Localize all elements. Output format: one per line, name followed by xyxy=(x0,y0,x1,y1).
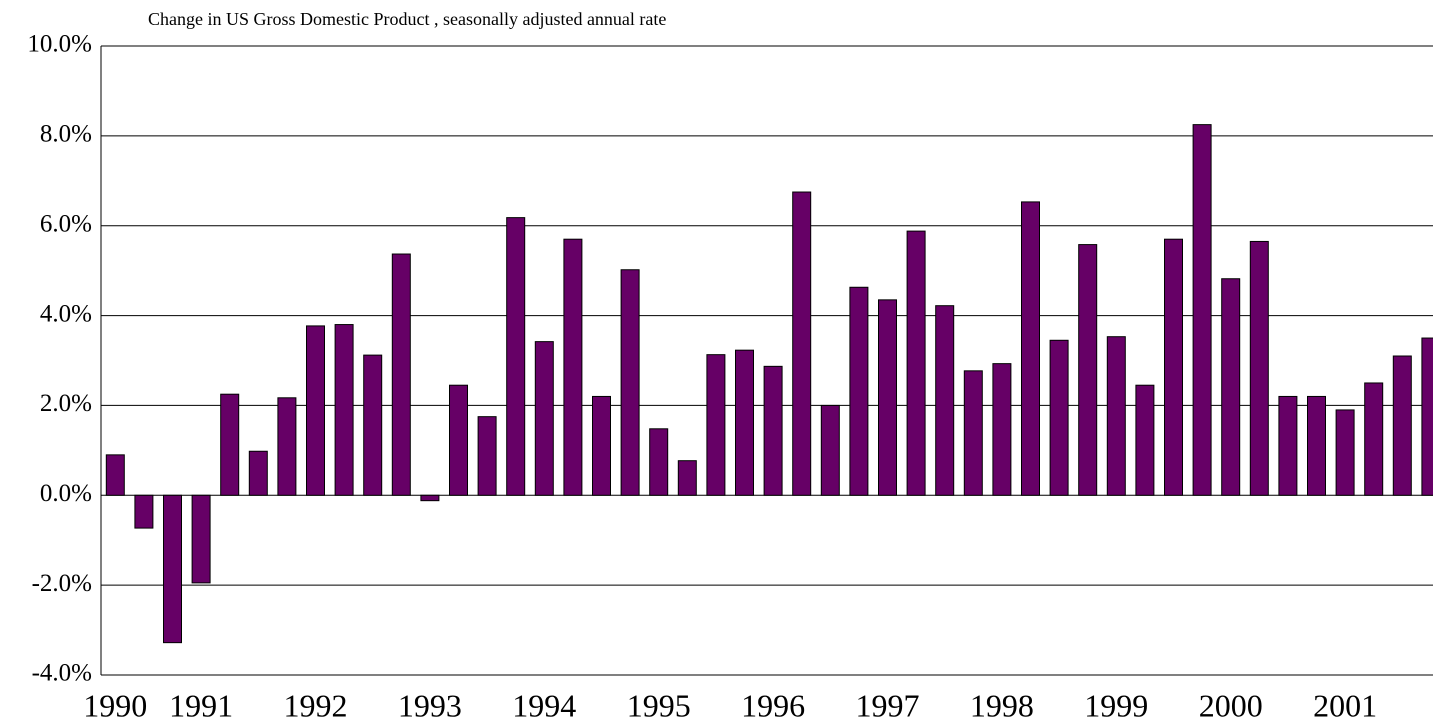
y-tick-label: -2.0% xyxy=(32,570,92,597)
x-tick-label: 1993 xyxy=(398,687,462,723)
x-tick-label: 1998 xyxy=(970,687,1034,723)
chart-title: Change in US Gross Domestic Product , se… xyxy=(148,9,666,29)
y-tick-label: -4.0% xyxy=(32,660,92,687)
bar xyxy=(1307,395,1326,496)
bar xyxy=(906,230,926,496)
bar xyxy=(935,305,955,496)
y-tick-label: 4.0% xyxy=(40,300,92,327)
bar xyxy=(277,397,297,496)
bar xyxy=(1364,382,1384,496)
x-tick-label: 1992 xyxy=(284,687,348,723)
bar xyxy=(992,363,1012,496)
x-tick-label: 2000 xyxy=(1199,687,1263,723)
bar xyxy=(820,404,840,496)
bar xyxy=(163,494,182,644)
x-tick-label: 1995 xyxy=(627,687,691,723)
bar xyxy=(592,395,611,496)
y-tick-label: 0.0% xyxy=(40,480,92,507)
x-tick-label: 1994 xyxy=(512,687,576,723)
y-tick-label: 10.0% xyxy=(27,31,92,58)
bar xyxy=(1135,384,1155,496)
bar xyxy=(620,269,640,496)
bar xyxy=(849,286,869,496)
x-tick-label: 1996 xyxy=(741,687,805,723)
x-tick-label: 2001 xyxy=(1313,687,1377,723)
bar xyxy=(363,354,383,496)
bar xyxy=(1392,355,1412,496)
x-tick-label: 1990 xyxy=(83,687,147,723)
bar xyxy=(391,253,411,496)
bar xyxy=(248,450,268,496)
bar xyxy=(220,393,240,496)
y-tick-label: 6.0% xyxy=(40,210,92,237)
bar xyxy=(563,238,583,496)
bar xyxy=(963,370,983,496)
bar xyxy=(792,191,812,496)
bar xyxy=(1106,336,1126,496)
bar xyxy=(1021,201,1040,496)
x-tick-label: 1997 xyxy=(856,687,920,723)
bar xyxy=(1421,337,1433,496)
bar xyxy=(649,428,669,496)
bar xyxy=(677,460,697,496)
bar xyxy=(191,494,211,584)
bar xyxy=(706,354,726,496)
bar xyxy=(105,454,125,496)
bar xyxy=(477,416,497,496)
bar xyxy=(1249,240,1269,496)
y-tick-label: 2.0% xyxy=(40,390,92,417)
bar xyxy=(449,384,468,496)
bar xyxy=(1221,278,1241,496)
bar xyxy=(1278,395,1298,496)
y-tick-label: 8.0% xyxy=(40,121,92,148)
bar xyxy=(735,349,754,496)
bar xyxy=(1078,244,1098,496)
bar xyxy=(763,365,783,496)
x-tick-label: 1991 xyxy=(169,687,233,723)
bar xyxy=(878,299,897,496)
bar xyxy=(134,494,154,529)
bar xyxy=(306,325,325,496)
bar xyxy=(420,494,440,502)
bar xyxy=(506,217,526,496)
bar xyxy=(534,341,554,496)
bar xyxy=(1192,124,1212,496)
bar xyxy=(1335,409,1355,496)
bar xyxy=(334,324,354,496)
bar xyxy=(1164,238,1183,496)
bar xyxy=(1049,339,1069,496)
x-tick-label: 1999 xyxy=(1084,687,1148,723)
